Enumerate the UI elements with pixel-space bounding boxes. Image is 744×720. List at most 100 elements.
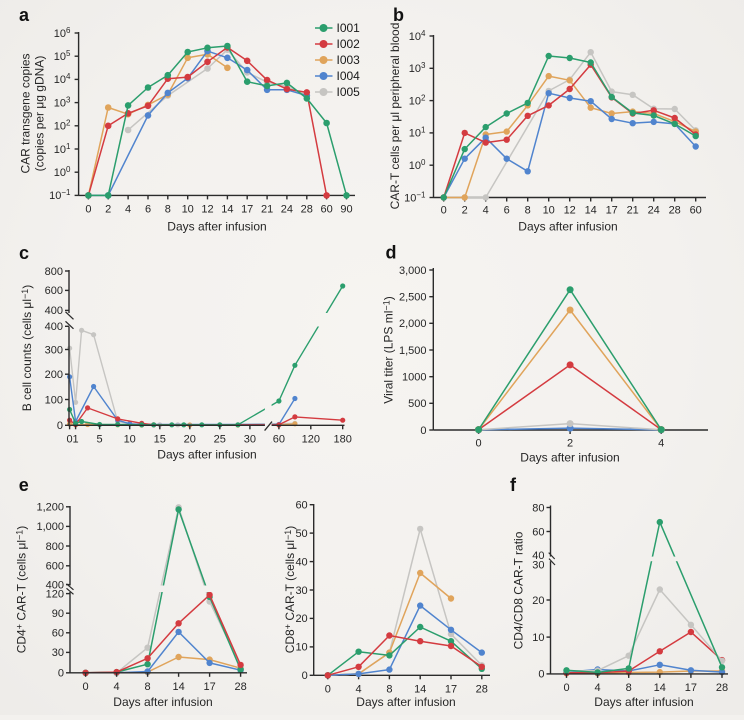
svg-text:0: 0 xyxy=(538,669,544,681)
svg-text:10: 10 xyxy=(182,204,194,216)
svg-text:800: 800 xyxy=(45,266,63,278)
svg-text:1000: 1000 xyxy=(402,372,426,384)
svg-text:120: 120 xyxy=(302,434,320,446)
svg-text:I001: I001 xyxy=(337,21,361,35)
svg-text:0: 0 xyxy=(67,434,73,446)
svg-text:17: 17 xyxy=(203,681,215,693)
svg-text:0: 0 xyxy=(420,425,426,437)
svg-text:12: 12 xyxy=(564,205,576,217)
svg-text:Viral titer (LPS ml−1): Viral titer (LPS ml−1) xyxy=(382,296,396,403)
svg-text:28: 28 xyxy=(234,681,246,693)
svg-text:B cell counts (cells μl−1): B cell counts (cells μl−1) xyxy=(20,285,34,412)
svg-text:15: 15 xyxy=(154,434,166,446)
svg-text:40: 40 xyxy=(295,556,307,568)
svg-text:10: 10 xyxy=(532,632,544,644)
svg-text:14: 14 xyxy=(414,683,426,695)
svg-text:25: 25 xyxy=(214,434,226,446)
svg-text:CD4+ CAR-T (cells μl−1): CD4+ CAR-T (cells μl−1) xyxy=(15,526,29,654)
svg-text:8: 8 xyxy=(145,681,151,693)
svg-text:30: 30 xyxy=(532,560,544,572)
svg-text:a: a xyxy=(19,5,30,25)
svg-text:14: 14 xyxy=(221,204,233,216)
svg-text:20: 20 xyxy=(184,434,196,446)
svg-text:50: 50 xyxy=(295,528,307,540)
svg-text:10: 10 xyxy=(543,205,555,217)
svg-text:10: 10 xyxy=(124,434,136,446)
svg-text:400: 400 xyxy=(45,305,63,317)
svg-text:28: 28 xyxy=(301,204,313,216)
svg-text:CD4/CD8 CAR-T ratio: CD4/CD8 CAR-T ratio xyxy=(512,531,526,649)
svg-text:30: 30 xyxy=(295,585,307,597)
svg-text:90: 90 xyxy=(52,608,64,620)
svg-text:28: 28 xyxy=(476,683,488,695)
svg-text:1: 1 xyxy=(73,434,79,446)
svg-text:CAR transgene copies: CAR transgene copies xyxy=(19,53,33,173)
svg-text:Days after infusion: Days after infusion xyxy=(520,451,619,465)
svg-text:1,500: 1,500 xyxy=(399,345,427,357)
svg-text:I005: I005 xyxy=(337,85,361,99)
svg-text:60: 60 xyxy=(273,434,285,446)
svg-text:Days after infusion: Days after infusion xyxy=(167,220,266,234)
svg-text:4: 4 xyxy=(114,681,120,693)
svg-text:2,500: 2,500 xyxy=(399,292,427,304)
svg-text:800: 800 xyxy=(46,541,64,553)
svg-text:0: 0 xyxy=(302,670,308,682)
svg-text:17: 17 xyxy=(445,683,457,695)
svg-text:CD8+ CAR-T (cells μl−1): CD8+ CAR-T (cells μl−1) xyxy=(283,526,297,654)
svg-text:40: 40 xyxy=(532,550,544,562)
svg-text:180: 180 xyxy=(334,434,352,446)
svg-text:f: f xyxy=(510,475,517,495)
svg-text:Days after infusion: Days after infusion xyxy=(356,695,455,709)
svg-text:4: 4 xyxy=(658,438,664,450)
svg-text:b: b xyxy=(393,5,404,25)
svg-text:4: 4 xyxy=(483,205,489,217)
svg-text:2: 2 xyxy=(567,438,573,450)
svg-text:60: 60 xyxy=(295,500,307,512)
svg-text:2: 2 xyxy=(105,204,111,216)
svg-text:4: 4 xyxy=(356,683,362,695)
svg-text:10: 10 xyxy=(295,642,307,654)
svg-text:400: 400 xyxy=(45,321,63,333)
svg-text:1,000: 1,000 xyxy=(36,521,64,533)
svg-text:24: 24 xyxy=(648,205,660,217)
svg-text:6: 6 xyxy=(504,205,510,217)
svg-text:e: e xyxy=(19,475,29,495)
svg-text:(copies per μg gDNA): (copies per μg gDNA) xyxy=(33,56,47,172)
svg-text:200: 200 xyxy=(45,369,63,381)
svg-text:90: 90 xyxy=(340,204,352,216)
svg-text:4: 4 xyxy=(595,682,601,694)
svg-text:17: 17 xyxy=(606,205,618,217)
svg-text:d: d xyxy=(386,243,397,263)
svg-text:2: 2 xyxy=(462,205,468,217)
svg-text:120: 120 xyxy=(46,588,64,600)
svg-text:2,000: 2,000 xyxy=(399,318,427,330)
svg-text:0: 0 xyxy=(325,683,331,695)
svg-text:600: 600 xyxy=(45,285,63,297)
svg-text:60: 60 xyxy=(532,526,544,538)
svg-text:8: 8 xyxy=(165,204,171,216)
svg-text:28: 28 xyxy=(669,205,681,217)
svg-text:8: 8 xyxy=(386,683,392,695)
svg-text:60: 60 xyxy=(690,205,702,217)
svg-text:0: 0 xyxy=(476,438,482,450)
svg-text:5: 5 xyxy=(97,434,103,446)
svg-text:60: 60 xyxy=(52,628,64,640)
svg-text:12: 12 xyxy=(201,204,213,216)
svg-text:Days after infusion: Days after infusion xyxy=(594,695,693,709)
svg-text:I002: I002 xyxy=(337,37,361,51)
svg-text:14: 14 xyxy=(654,682,666,694)
svg-text:500: 500 xyxy=(408,398,426,410)
svg-text:600: 600 xyxy=(46,561,64,573)
svg-text:0: 0 xyxy=(441,205,447,217)
svg-text:21: 21 xyxy=(261,204,273,216)
svg-text:28: 28 xyxy=(716,682,728,694)
svg-text:20: 20 xyxy=(295,613,307,625)
svg-text:20: 20 xyxy=(532,595,544,607)
svg-text:8: 8 xyxy=(525,205,531,217)
svg-text:Days after infusion: Days after infusion xyxy=(157,448,256,462)
svg-text:0: 0 xyxy=(563,682,569,694)
svg-text:17: 17 xyxy=(241,204,253,216)
svg-text:Days after infusion: Days after infusion xyxy=(113,695,212,709)
svg-text:14: 14 xyxy=(585,205,597,217)
svg-text:17: 17 xyxy=(685,682,697,694)
